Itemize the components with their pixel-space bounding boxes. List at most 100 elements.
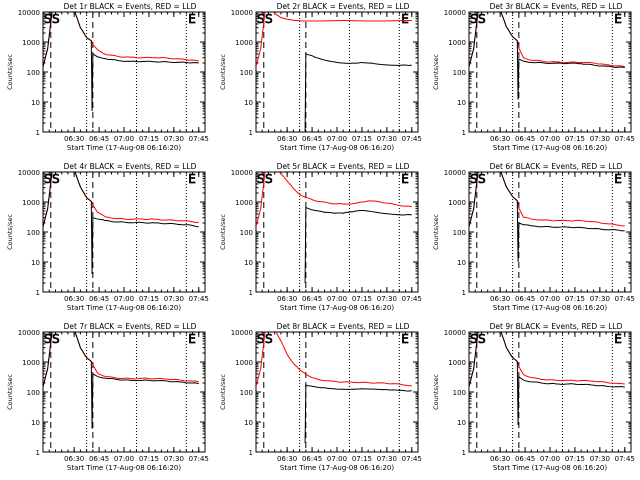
x-tick-label: 06:45 [515,135,535,143]
x-tick-label: 07:00 [540,455,560,463]
y-tick-label: 10 [244,99,253,107]
x-axis-label: Start Time (17-Aug-08 06:16:20) [67,464,181,472]
y-tick-label: 10 [457,259,466,267]
series-line-events [469,172,625,263]
x-tick-label: 07:00 [327,295,347,303]
series-line-events [469,12,625,100]
series-line-events [43,12,199,112]
segment-marker-s: S [44,332,52,346]
x-tick-label: 07:15 [565,135,585,143]
segment-marker-s: S [265,172,273,186]
x-tick-label: 07:30 [164,135,184,143]
x-axis-label: Start Time (17-Aug-08 06:16:20) [280,144,394,152]
segment-marker-s: S [470,12,478,26]
x-tick-label: 07:15 [352,135,372,143]
y-tick-label: 100 [27,229,40,237]
y-tick-label: 10000 [18,169,40,177]
y-axis-label: Counts/sec [219,214,227,250]
x-tick-label: 07:15 [565,295,585,303]
chart-title: Det 5r BLACK = Events, RED = LLD [277,162,410,171]
y-tick-label: 10000 [231,9,253,17]
x-tick-label: 07:45 [189,135,209,143]
segment-marker-s: S [257,172,265,186]
x-axis-label: Start Time (17-Aug-08 06:16:20) [280,464,394,472]
segment-marker-s: S [478,12,486,26]
y-tick-label: 10 [457,99,466,107]
y-axis-label: Counts/sec [6,54,14,90]
chart-title: Det 6r BLACK = Events, RED = LLD [490,162,623,171]
series-line-lld [43,332,199,387]
x-tick-label: 06:45 [515,455,535,463]
x-axis-label: Start Time (17-Aug-08 06:16:20) [493,464,607,472]
y-tick-label: 1000 [235,39,253,47]
series-line-lld [469,332,625,387]
y-tick-label: 1000 [22,199,40,207]
segment-marker-e: E [401,332,409,346]
y-tick-label: 100 [453,389,466,397]
y-axis-label: Counts/sec [219,374,227,410]
chart-panel-6: 1 10 100 1000 10000 06:30 06:45 07:00 07:15 07:30… [432,162,635,312]
x-tick-label: 06:30 [277,455,297,463]
y-tick-label: 10 [244,259,253,267]
x-axis-label: Start Time (17-Aug-08 06:16:20) [280,304,394,312]
chart-panel-9: 1 10 100 1000 10000 06:30 06:45 07:00 07:15 07:30… [432,322,635,472]
chart-title: Det 9r BLACK = Events, RED = LLD [490,322,623,331]
x-tick-label: 07:00 [540,295,560,303]
segment-marker-e: E [614,332,622,346]
y-axis-label: Counts/sec [432,374,440,410]
segment-marker-s: S [470,172,478,186]
x-tick-label: 06:45 [89,455,109,463]
x-tick-label: 07:15 [352,455,372,463]
chart-panel-3: 1 10 100 1000 10000 06:30 06:45 07:00 07:15 07:30… [432,2,635,152]
segment-marker-s: S [257,12,265,26]
series-line-lld [256,332,412,387]
segment-marker-s: S [52,172,60,186]
y-tick-label: 10000 [18,9,40,17]
x-tick-label: 06:30 [490,135,510,143]
x-tick-label: 06:45 [89,135,109,143]
series-line-lld [43,172,199,227]
y-tick-label: 100 [453,229,466,237]
plot-frame [255,171,419,293]
x-tick-label: 07:00 [327,135,347,143]
series-line-lld [43,12,199,67]
x-tick-label: 07:15 [139,295,159,303]
x-tick-label: 07:45 [189,295,209,303]
chart-title: Det 2r BLACK = Events, RED = LLD [277,2,410,11]
y-tick-label: 100 [453,69,466,77]
y-tick-label: 10 [31,99,40,107]
plot-frame [255,11,419,133]
y-tick-label: 10000 [444,329,466,337]
segment-marker-s: S [470,332,478,346]
segment-marker-e: E [188,172,196,186]
segment-marker-s: S [478,332,486,346]
y-tick-label: 1000 [235,359,253,367]
x-tick-label: 07:45 [615,455,635,463]
x-tick-label: 07:30 [590,455,610,463]
series-line-events [43,172,199,274]
segment-marker-e: E [614,172,622,186]
x-tick-label: 07:15 [139,455,159,463]
x-tick-label: 07:00 [327,455,347,463]
x-tick-label: 07:45 [402,455,422,463]
chart-title: Det 4r BLACK = Events, RED = LLD [64,162,197,171]
y-tick-label: 1 [36,129,40,137]
chart-panel-5: 1 10 100 1000 10000 06:30 06:45 07:00 07:15 07:30… [219,162,422,312]
plot-frame [42,11,206,133]
x-tick-label: 07:00 [114,455,134,463]
y-tick-label: 1000 [448,39,466,47]
y-tick-label: 1000 [448,359,466,367]
x-tick-label: 06:45 [515,295,535,303]
x-tick-label: 07:45 [189,455,209,463]
segment-marker-s: S [44,172,52,186]
y-tick-label: 10000 [18,329,40,337]
y-axis-label: Counts/sec [6,214,14,250]
x-tick-label: 07:30 [164,295,184,303]
y-axis-label: Counts/sec [432,214,440,250]
y-tick-label: 100 [27,389,40,397]
y-axis-label: Counts/sec [6,374,14,410]
segment-marker-s: S [478,172,486,186]
series-line-lld [469,172,625,227]
segment-marker-e: E [401,12,409,26]
